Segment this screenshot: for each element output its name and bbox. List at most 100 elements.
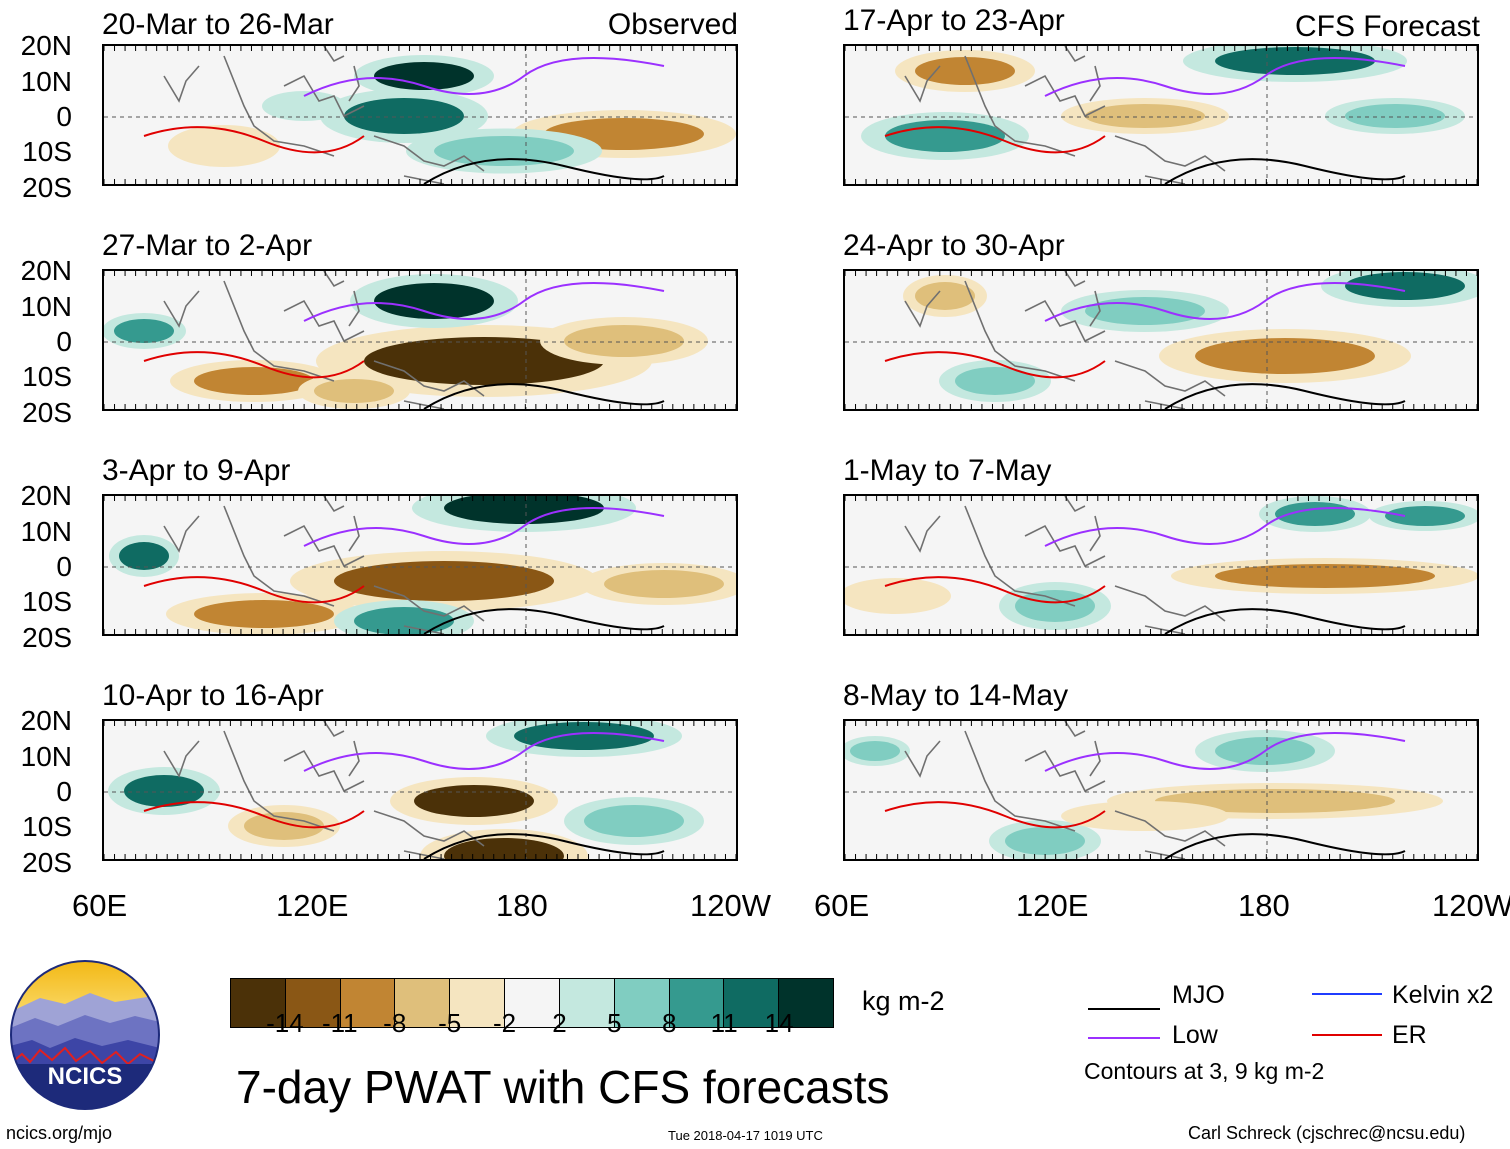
- wave-contour: [884, 576, 1106, 604]
- wave-contour: [1044, 507, 1406, 547]
- anomaly-region: [915, 57, 1015, 85]
- colorbar-label: -14: [266, 1008, 304, 1038]
- anomaly-region: [119, 542, 169, 570]
- anomaly-region: [1215, 47, 1375, 75]
- lat-tick-label: 10S: [22, 811, 72, 842]
- map-panel-observed-1: [102, 44, 738, 186]
- wave-contour: [884, 351, 1106, 379]
- coastline: [163, 271, 485, 409]
- coastline: [904, 496, 1226, 634]
- lat-tick-label: 20N: [20, 480, 72, 511]
- colorbar-label: -8: [383, 1008, 407, 1038]
- map-panel-observed-4: [102, 719, 738, 861]
- legend-swatch-kelvin: [1312, 993, 1382, 995]
- lat-tick-label: 0: [56, 776, 72, 807]
- anomaly-region: [1345, 272, 1465, 300]
- legend-swatch-low: [1088, 1037, 1160, 1039]
- wave-contour: [303, 507, 665, 547]
- lat-tick-label: 10S: [22, 136, 72, 167]
- colorbar-cell: [340, 979, 396, 1027]
- lat-tick-label: 20N: [20, 705, 72, 736]
- lon-tick-label: 60E: [814, 888, 870, 923]
- logo-text: NCICS: [48, 1063, 123, 1090]
- anomaly-region: [194, 367, 314, 395]
- wave-contour: [143, 351, 365, 379]
- lat-tick-label: 0: [56, 101, 72, 132]
- coastline: [163, 46, 485, 184]
- lat-tick-label: 10N: [20, 66, 72, 97]
- colorbar-label: -2: [492, 1008, 517, 1038]
- lat-tick-label: 10S: [22, 361, 72, 392]
- coastline: [904, 721, 1226, 859]
- wave-contour: [1044, 282, 1406, 322]
- footer-timestamp: Tue 2018-04-17 1019 UTC: [668, 1128, 823, 1143]
- lon-tick-label: 180: [1238, 888, 1290, 923]
- pwat-map: [104, 721, 736, 859]
- wave-contour: [143, 576, 365, 604]
- lat-tick-label: 10N: [20, 516, 72, 547]
- footer-url[interactable]: ncics.org/mjo: [6, 1123, 113, 1143]
- anomaly-region: [564, 325, 684, 357]
- colorbar-cell: [450, 979, 506, 1027]
- colorbar-cell: [231, 979, 286, 1027]
- panel-title: 10-Apr to 16-Apr: [102, 679, 324, 712]
- wave-contour: [1164, 383, 1406, 409]
- anomaly-region: [885, 120, 1005, 152]
- colorbar-cell: [669, 979, 725, 1027]
- wave-contour: [303, 57, 665, 97]
- anomaly-region: [1195, 338, 1375, 374]
- lat-tick-label: 0: [56, 326, 72, 357]
- pwat-map: [845, 271, 1477, 409]
- lon-tick-label: 120W: [690, 888, 771, 923]
- coastline: [163, 496, 485, 634]
- lat-tick-label: 20S: [22, 847, 72, 878]
- anomaly-region: [604, 570, 724, 598]
- map-panel-observed-3: [102, 494, 738, 636]
- lat-tick-label: 20S: [22, 172, 72, 203]
- anomaly-region: [344, 98, 464, 134]
- wave-contour: [303, 282, 665, 322]
- colorbar-units: kg m-2: [862, 986, 945, 1016]
- lat-tick-label: 10N: [20, 291, 72, 322]
- legend-swatch-er: [1312, 1034, 1382, 1036]
- lon-tick-label: 60E: [72, 888, 128, 923]
- anomaly-region: [444, 496, 604, 524]
- anomaly-region: [850, 741, 900, 761]
- wave-contour: [1044, 732, 1406, 772]
- panel-title: 20-Mar to 26-Mar: [102, 8, 334, 41]
- anomaly-region: [124, 775, 204, 807]
- colorbar-cell: [285, 979, 341, 1027]
- main-title: 7-day PWAT with CFS forecasts: [236, 1061, 890, 1113]
- colorbar-label: 8: [662, 1008, 677, 1038]
- ncics-logo-icon: NCICS: [10, 960, 160, 1110]
- colorbar-cell: [505, 979, 560, 1027]
- panel-title: 27-Mar to 2-Apr: [102, 229, 313, 262]
- anomaly-region: [955, 367, 1035, 395]
- panel-title: 3-Apr to 9-Apr: [102, 454, 291, 487]
- legend-label-mjo: MJO: [1172, 981, 1225, 1009]
- anomaly-region: [1345, 104, 1445, 128]
- coastline: [904, 46, 1226, 184]
- colorbar-cell: [779, 979, 833, 1027]
- anomaly-region: [374, 62, 474, 90]
- lat-tick-label: 20N: [20, 30, 72, 61]
- legend-swatch-mjo: [1088, 1008, 1160, 1010]
- coastline: [904, 271, 1226, 409]
- pwat-map: [104, 496, 736, 634]
- pwat-map: [845, 721, 1477, 859]
- lat-tick-label: 20S: [22, 622, 72, 653]
- lon-tick-label: 120W: [1432, 888, 1510, 923]
- legend-label-er: ER: [1392, 1021, 1427, 1049]
- colorbar-cell: [559, 979, 615, 1027]
- anomaly-region: [194, 600, 334, 628]
- wave-contour: [423, 833, 665, 859]
- anomaly-region: [184, 132, 264, 160]
- anomaly-region: [1385, 506, 1465, 526]
- colorbar-cell: [724, 979, 780, 1027]
- wave-contour: [884, 126, 1106, 154]
- panel-title: 8-May to 14-May: [843, 679, 1069, 712]
- wave-contour: [143, 801, 365, 829]
- anomaly-region: [414, 785, 534, 817]
- wave-contour: [143, 126, 365, 154]
- wave-contour: [1044, 57, 1406, 97]
